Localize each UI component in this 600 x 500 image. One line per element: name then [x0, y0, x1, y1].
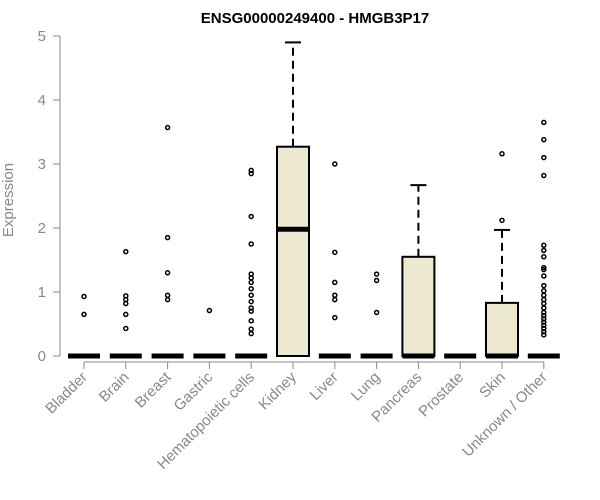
x-tick-label: Breast	[132, 368, 175, 411]
box-group	[235, 167, 268, 359]
outlier-point	[499, 217, 505, 224]
outlier-point	[332, 296, 338, 303]
outlier-point	[541, 319, 547, 325]
outlier-point	[164, 234, 171, 241]
y-axis: 0 1 2 3 4 5	[38, 28, 61, 365]
outlier-point	[541, 328, 547, 335]
outlier-point	[248, 279, 254, 286]
outlier-point	[248, 271, 254, 277]
outlier-point	[81, 293, 87, 300]
box-group	[401, 184, 436, 359]
outlier-point	[332, 292, 338, 298]
outlier-point	[248, 241, 254, 247]
y-axis-label: Expression	[0, 163, 17, 237]
outlier-point	[123, 325, 129, 332]
y-tick-label: 0	[38, 348, 46, 365]
outlier-point	[248, 213, 254, 220]
outlier-point	[81, 311, 87, 318]
outlier-point	[541, 254, 547, 260]
outlier-point	[541, 154, 547, 161]
outlier-point	[332, 161, 338, 167]
outlier-point	[248, 167, 254, 174]
outlier-point	[541, 266, 547, 273]
outlier-point	[332, 314, 338, 321]
box-group	[276, 41, 310, 357]
y-tick-label: 3	[38, 156, 46, 173]
outlier-point	[541, 325, 547, 332]
outlier-point	[332, 279, 338, 286]
outlier-point	[541, 273, 547, 279]
box-group	[109, 248, 142, 359]
box-body	[485, 301, 519, 358]
x-tick-label: Lung	[348, 369, 384, 405]
chart-title: ENSG00000249400 - HMGB3P17	[201, 10, 429, 27]
outlier-point	[541, 316, 547, 322]
y-tick-label: 1	[38, 284, 46, 301]
outlier-point	[541, 264, 547, 271]
outlier-point	[373, 309, 380, 316]
outlier-point	[541, 296, 547, 303]
y-tick-label: 2	[38, 220, 46, 237]
outlier-point	[164, 292, 171, 298]
outlier-point	[541, 287, 547, 294]
outlier-point	[541, 136, 547, 143]
outlier-point	[248, 326, 254, 332]
outlier-point	[541, 309, 547, 316]
x-tick-label: Kidney	[255, 368, 300, 413]
box-group	[151, 124, 184, 359]
outlier-point	[541, 247, 547, 254]
box-group	[360, 271, 393, 359]
box-group	[318, 161, 351, 359]
outlier-point	[541, 172, 547, 179]
x-tick-label: Skin	[476, 369, 509, 402]
outlier-point	[373, 277, 380, 284]
y-tick-label: 5	[38, 28, 46, 45]
outlier-point	[541, 332, 547, 338]
outlier-point	[541, 242, 547, 249]
outlier-point	[248, 308, 254, 314]
outlier-point	[123, 248, 129, 255]
outlier-point	[332, 249, 338, 256]
outlier-point	[541, 322, 547, 329]
outlier-point	[164, 124, 171, 131]
outlier-point	[248, 286, 254, 292]
outlier-point	[541, 282, 547, 289]
outlier-point	[541, 119, 547, 126]
box-group	[68, 293, 100, 359]
y-tick-label: 4	[38, 92, 46, 109]
outlier-point	[248, 305, 254, 311]
x-tick-label: Brain	[96, 369, 133, 406]
outlier-point	[248, 330, 254, 337]
x-tick-label: Bladder	[42, 369, 91, 418]
outlier-point	[164, 270, 171, 276]
outlier-point	[248, 292, 254, 298]
box-group	[485, 151, 519, 359]
box-group	[193, 307, 226, 359]
outlier-point	[541, 305, 547, 311]
box-body	[401, 255, 436, 357]
outlier-point	[206, 307, 213, 314]
outlier-point	[123, 293, 129, 299]
x-tick-label: Prostate	[415, 369, 467, 421]
box-group	[527, 119, 560, 359]
box-body	[276, 145, 310, 357]
outlier-point	[373, 271, 380, 277]
outlier-point	[248, 318, 254, 324]
box-series	[68, 41, 560, 359]
outlier-point	[541, 312, 547, 319]
outlier-point	[248, 170, 254, 177]
outlier-point	[248, 298, 254, 305]
outlier-point	[164, 296, 171, 303]
x-tick-label: Liver	[307, 369, 342, 404]
outlier-point	[541, 292, 547, 298]
outlier-point	[123, 311, 129, 318]
outlier-point	[499, 151, 505, 157]
